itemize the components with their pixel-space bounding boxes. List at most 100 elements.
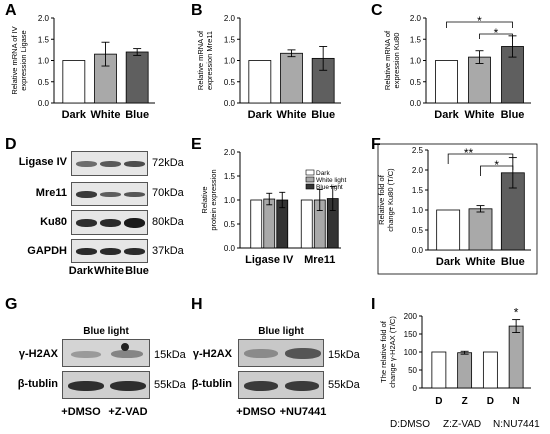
panel-letter-d: D xyxy=(5,136,17,153)
chart-c-ytick-label-3: 1.5 xyxy=(410,35,422,44)
chart-e-bar-0-0 xyxy=(250,199,263,249)
blot-h-title: Blue light xyxy=(258,326,304,337)
chart-i-ytick-label-1: 50 xyxy=(408,366,417,375)
chart-c-bar-0 xyxy=(435,60,458,104)
chart-i-ytick-label-4: 200 xyxy=(404,312,418,321)
blot-d-kda-ku80: 80kDa xyxy=(152,216,184,228)
chart-e-xtick-label-1: Mre11 xyxy=(304,254,335,266)
chart-i-ylabel-line-0: The relative fold of xyxy=(379,320,388,383)
chart-a-ytick-label-2: 1.0 xyxy=(38,57,50,66)
chart-b-ytick-label-3: 1.5 xyxy=(224,35,236,44)
chart-c-xtick-label-1: White xyxy=(465,109,495,121)
chart-e-ylabel-line-0: Relative xyxy=(200,186,209,213)
chart-b-xtick-label-2: Blue xyxy=(311,109,335,121)
chart-e-legend-label-2: Blue light xyxy=(316,184,343,191)
blot-g-strip-h2ax xyxy=(62,339,150,367)
chart-e-legend-label-0: Dark xyxy=(316,170,330,177)
chart-a-ylabel-line-0: Relative mRNA of IV xyxy=(10,26,19,94)
chart-a-ytick-label-1: 0.5 xyxy=(38,78,50,87)
footnote-i-dmso: D:DMSO xyxy=(390,419,430,430)
chart-i-bar-0 xyxy=(431,351,447,389)
blot-d-strip-gapdh xyxy=(71,239,148,263)
panel-letter-i: I xyxy=(371,296,376,313)
blot-d-lane-white: White xyxy=(94,265,124,277)
blot-h-kda-tublin: 55kDa xyxy=(328,379,360,391)
chart-i-bar-3 xyxy=(508,325,524,389)
blot-d-strip-ligase-iv xyxy=(71,151,148,176)
blot-h-kda-h2ax: 15kDa xyxy=(328,349,360,361)
panel-letter-b: B xyxy=(191,2,203,19)
chart-e-legend-swatch-1 xyxy=(305,176,315,183)
chart-a-ytick-label-0: 0.0 xyxy=(38,99,50,108)
chart-f-bracket-0 xyxy=(447,153,514,164)
blot-d-strip-ku80 xyxy=(71,210,148,235)
chart-f-xtick-label-1: White xyxy=(466,256,496,268)
blot-d-kda-gapdh: 37kDa xyxy=(152,245,184,257)
chart-f-ytick-label-0: 0.0 xyxy=(412,246,424,255)
chart-b-bar-0 xyxy=(248,60,272,104)
chart-e-ytick-label-4: 2.0 xyxy=(224,148,236,157)
chart-f-ytick-label-4: 2.0 xyxy=(412,166,424,175)
chart-c-bracket-1 xyxy=(479,33,513,39)
chart-e-legend-swatch-2 xyxy=(305,183,315,190)
chart-b-ylabel-line-0: Relative mRNA of xyxy=(196,30,205,90)
chart-e-legend-swatch-0 xyxy=(305,169,315,176)
chart-b-ytick-label-1: 0.5 xyxy=(224,78,236,87)
chart-e-ytick-label-3: 1.5 xyxy=(224,172,236,181)
chart-f-ylabel-line-1: change Ku80 (T/C) xyxy=(386,168,395,232)
chart-f-annotation-0: ** xyxy=(464,146,474,160)
chart-a-ytick-label-3: 1.5 xyxy=(38,35,50,44)
chart-e-ytick-label-0: 0.0 xyxy=(224,244,236,253)
blot-h-label-tublin: β-tublin xyxy=(191,378,232,390)
chart-f-ylabel-line-0: Relative fold of xyxy=(377,174,386,225)
chart-f-ytick-label-3: 1.5 xyxy=(412,186,424,195)
blot-d-label-ligase-iv: Ligase IV xyxy=(18,156,67,168)
blot-h-lane-nu7441: +NU7441 xyxy=(279,406,327,418)
chart-f-bar-0 xyxy=(436,209,461,251)
chart-f-ytick-label-2: 1.0 xyxy=(412,206,424,215)
chart-c-ylabel-line-0: Relative mRNA of xyxy=(383,30,392,90)
blot-h-label-h2ax: γ-H2AX xyxy=(192,348,232,360)
chart-b-xtick-label-0: Dark xyxy=(248,109,273,121)
chart-c-ytick-label-2: 1.0 xyxy=(410,57,422,66)
chart-a-xtick-label-2: Blue xyxy=(125,109,149,121)
chart-e-legend-label-1: White light xyxy=(316,177,347,184)
panel-letter-e: E xyxy=(191,136,202,153)
chart-e-bar-1-0 xyxy=(300,199,313,249)
chart-f-ytick-label-1: 0.5 xyxy=(412,226,424,235)
chart-a-bar-0 xyxy=(62,60,86,104)
blot-d-strip-mre11 xyxy=(71,182,148,206)
chart-f-ytick-label-5: 2.5 xyxy=(412,146,424,155)
chart-i-ylabel-line-1: change γ-H2AX (T/C) xyxy=(388,316,397,388)
chart-a-xtick-label-1: White xyxy=(91,109,121,121)
chart-c-annotation-0: * xyxy=(477,14,482,28)
blot-g-label-tublin: β-tublin xyxy=(17,378,58,390)
footnote-i-zvad: Z:Z-VAD xyxy=(443,419,482,430)
blot-h-strip-h2ax xyxy=(238,339,324,367)
chart-c-ylabel-line-1: expression Ku80 xyxy=(392,33,401,89)
blot-d-kda-mre11: 70kDa xyxy=(152,187,184,199)
chart-c-ytick-label-0: 0.0 xyxy=(410,99,422,108)
blot-g-kda-tublin: 55kDa xyxy=(154,379,186,391)
chart-i-ytick-label-2: 100 xyxy=(404,348,418,357)
blot-g-label-h2ax: γ-H2AX xyxy=(18,348,58,360)
blot-d-label-ku80: Ku80 xyxy=(40,216,67,228)
chart-f-bracket-1 xyxy=(480,165,514,176)
chart-f-xtick-label-2: Blue xyxy=(501,256,525,268)
panel-letter-c: C xyxy=(371,2,383,19)
chart-i-xtick-label-3: N xyxy=(513,396,520,407)
blot-d-label-mre11: Mre11 xyxy=(35,187,67,199)
chart-i-ytick-label-0: 0 xyxy=(413,384,418,393)
chart-i-bar-1 xyxy=(457,352,473,389)
chart-f-xtick-label-0: Dark xyxy=(436,256,461,268)
chart-i-annotation-0: * xyxy=(514,306,519,320)
chart-i-xtick-label-2: D xyxy=(487,396,494,407)
chart-i-xtick-label-1: Z xyxy=(462,396,468,407)
chart-e-ylabel-line-1: protein expression xyxy=(209,169,218,230)
blot-g-lane-zvad: +Z-VAD xyxy=(108,406,148,418)
blot-g-strip-tublin xyxy=(62,371,150,399)
